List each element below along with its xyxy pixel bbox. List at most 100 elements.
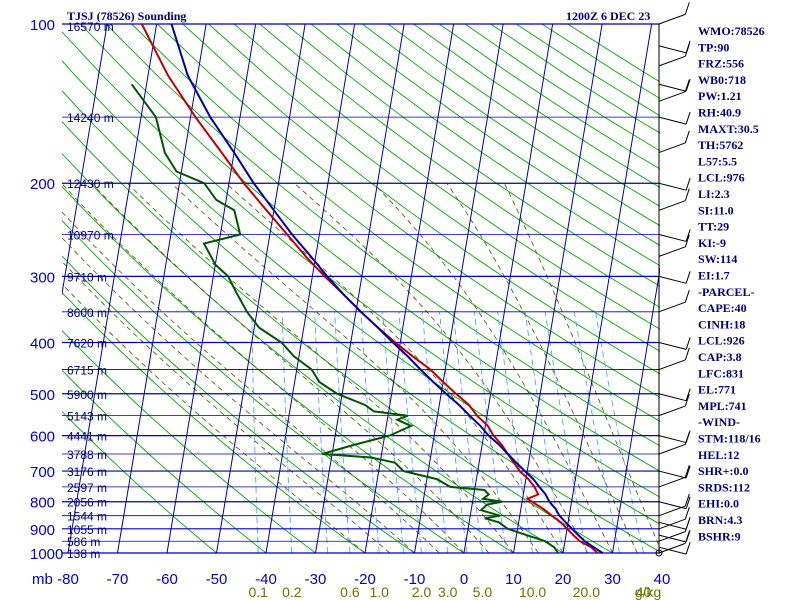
- chart-title: TJSJ (78526) Sounding: [67, 9, 186, 23]
- pressure-label-200: 200: [30, 176, 55, 193]
- isotherm--50: [216, 24, 306, 554]
- index-25: STM:118/16: [698, 432, 761, 446]
- index-0: WMO:78526: [698, 24, 765, 38]
- isotherm-30: [612, 266, 660, 554]
- moist-adiabat--5: [62, 211, 440, 554]
- height-label-200: 12430 m: [67, 177, 114, 191]
- wind-barb-650: [658, 432, 690, 455]
- mixing-ratio-unit: g/kg: [635, 584, 661, 600]
- wind-barb-500: [658, 388, 691, 402]
- isotherm--90: [62, 24, 108, 297]
- wind-barb-450: [658, 347, 690, 371]
- isotherm--20: [364, 24, 455, 554]
- pressure-axis-label: mb: [32, 571, 53, 588]
- index-10: LI:2.3: [698, 187, 730, 201]
- wind-barb-225: [658, 188, 690, 211]
- index-19: LCL:926: [698, 334, 745, 348]
- mixing-ratio-lines: [251, 311, 645, 554]
- index-22: EL:771: [698, 383, 736, 397]
- index-2: FRZ:556: [698, 57, 744, 71]
- temperature-label-20: 20: [555, 571, 572, 588]
- pressure-label-800: 800: [30, 495, 55, 512]
- height-label-600: 4441 m: [67, 430, 107, 444]
- mixing-ratio-line-0.1: [251, 311, 259, 554]
- isotherm-20: [562, 24, 653, 554]
- mixing-ratio-label-10.0: 10.0: [519, 584, 546, 600]
- index-18: CINH:18: [698, 317, 745, 331]
- height-label-400: 7620 m: [67, 336, 107, 350]
- mixing-ratio-line-0.2: [281, 311, 293, 554]
- index-6: MAXT:30.5: [698, 122, 759, 136]
- pressure-label-600: 600: [30, 429, 55, 446]
- index-30: BRN:4.3: [698, 513, 742, 527]
- height-label-900: 1055 m: [67, 523, 107, 537]
- mixing-ratio-line-30: [573, 311, 620, 554]
- wind-barb-140: [658, 79, 690, 102]
- height-label-750: 2597 m: [67, 481, 107, 495]
- mixing-ratio-label-0.1: 0.1: [248, 584, 268, 600]
- pressure-label-900: 900: [30, 522, 55, 539]
- pressure-label-400: 400: [30, 335, 55, 352]
- index-13: KI:-9: [698, 236, 726, 250]
- height-label-100: 16570 m: [67, 20, 114, 34]
- wind-barb-350: [658, 290, 690, 313]
- mixing-ratio-line-1: [360, 311, 380, 554]
- mixing-ratio-line-40: [595, 311, 645, 554]
- height-label-800: 2056 m: [67, 496, 107, 510]
- temperature-label-10: 10: [505, 571, 522, 588]
- pressure-label-1000: 1000: [30, 546, 63, 563]
- index-12: TT:29: [698, 220, 729, 234]
- pressure-label-300: 300: [30, 269, 55, 286]
- height-label-950: 586 m: [67, 535, 100, 549]
- index-16: -PARCEL-: [698, 285, 754, 299]
- mixing-ratio-label-3.0: 3.0: [438, 584, 458, 600]
- mixing-ratio-line-0.6: [334, 311, 351, 554]
- height-label-850: 1544 m: [67, 510, 107, 524]
- index-1: TP:90: [698, 40, 729, 54]
- temperature-line: [140, 24, 599, 554]
- height-label-500: 5900 m: [67, 388, 107, 402]
- pressure-label-100: 100: [30, 17, 55, 34]
- wind-barb-900: [658, 507, 690, 530]
- mixing-ratio-line-7: [473, 311, 507, 554]
- mixing-ratio-label-40: 40: [636, 584, 652, 600]
- mixing-ratio-line-3: [421, 311, 449, 554]
- temperature-label-30: 30: [604, 571, 621, 588]
- height-label-1000: 138 m: [67, 547, 100, 561]
- height-label-550: 5143 m: [67, 410, 107, 424]
- index-20: CAP:3.8: [698, 350, 742, 364]
- pressure-label-700: 700: [30, 464, 55, 481]
- stability-indices: WMO:78526 TP:90 FRZ:556 WB0:718 PW:1.21 RH:40…: [698, 24, 765, 543]
- height-label-300: 9710 m: [67, 270, 107, 284]
- wind-barb-950: [658, 519, 690, 542]
- index-5: RH:40.9: [698, 106, 741, 120]
- isotherm--40: [265, 24, 356, 554]
- mixing-ratio-tick-labels: 0.1 0.2 0.6 1.0 2.0 3.0 5.0 10.0 20.0 40g/kg: [248, 584, 661, 600]
- wind-barb-175: [658, 130, 690, 154]
- dewpoint-line: [130, 83, 559, 554]
- wind-barb-120: [658, 44, 690, 67]
- wind-barb-400: [658, 337, 691, 350]
- height-label-650: 3788 m: [67, 448, 107, 462]
- height-label-700: 3176 m: [67, 465, 107, 479]
- wind-barb-750: [658, 465, 690, 488]
- temperature-label--40: -40: [255, 571, 277, 588]
- wind-barb-975: [658, 541, 691, 555]
- wind-barb-275: [658, 234, 690, 257]
- moist-adiabat-20: [225, 182, 564, 554]
- mixing-ratio-line-10: [497, 311, 534, 554]
- wind-barb-850: [658, 493, 690, 517]
- index-4: PW:1.21: [698, 89, 742, 103]
- index-28: SRDS:112: [698, 480, 750, 494]
- mixing-ratio-label-2.0: 2.0: [412, 584, 432, 600]
- wind-barb-700: [658, 465, 691, 479]
- parcel-line: [170, 24, 604, 554]
- index-27: SHR+:0.0: [698, 464, 749, 478]
- mixing-ratio-label-1.0: 1.0: [369, 584, 389, 600]
- index-9: LCL:976: [698, 171, 745, 185]
- temperature-label--20: -20: [354, 571, 376, 588]
- height-label-250: 10970 m: [67, 229, 114, 243]
- index-8: L57:5.5: [698, 154, 737, 168]
- temperature-label--10: -10: [404, 571, 426, 588]
